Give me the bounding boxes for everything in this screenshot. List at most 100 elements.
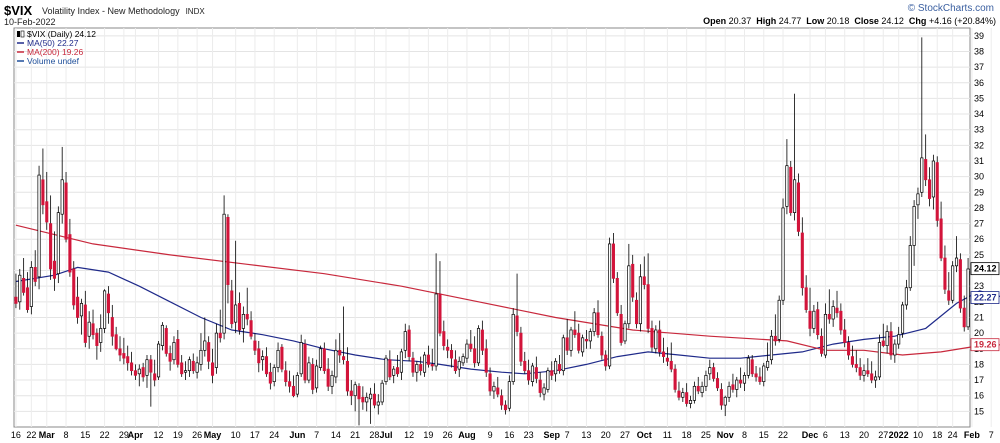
candle-body <box>41 179 45 206</box>
candle-body <box>916 193 920 206</box>
candle-body <box>696 385 700 392</box>
candle-body <box>303 343 307 381</box>
candle-body <box>870 373 874 381</box>
candle-body <box>365 396 369 403</box>
y-tick-label: 28 <box>974 203 984 213</box>
candle-body <box>465 343 469 359</box>
candle-body <box>492 385 496 392</box>
candle-body <box>334 349 338 378</box>
candle-body <box>376 401 380 406</box>
candle-body <box>827 313 831 320</box>
candle-body <box>820 335 824 354</box>
x-tick-label: Jun <box>289 430 305 440</box>
candle-body <box>388 359 392 378</box>
last-value-tag <box>970 338 1000 352</box>
candle-body <box>149 359 153 373</box>
x-tick-label: 28 <box>369 430 379 440</box>
candle-body <box>411 357 415 373</box>
y-tick-label: 27 <box>974 219 984 229</box>
candle-body <box>22 278 26 293</box>
y-tick-label: 34 <box>974 109 984 119</box>
candle-body <box>615 278 619 314</box>
x-tick-label: 21 <box>350 430 360 440</box>
candle-body <box>665 357 669 362</box>
y-tick-label: 38 <box>974 46 984 56</box>
candle-body <box>796 182 801 232</box>
y-tick-label: 31 <box>974 156 984 166</box>
candle-body <box>654 329 658 350</box>
x-tick-label: Aug <box>458 430 476 440</box>
candle-body <box>515 315 519 332</box>
candle-body <box>299 342 303 375</box>
candle-body <box>881 340 885 346</box>
x-tick-label: 8 <box>64 430 69 440</box>
candle-body <box>295 375 299 395</box>
candle-body <box>218 332 222 339</box>
candle-body <box>126 356 130 364</box>
candle-body <box>804 287 808 310</box>
candle-body <box>542 387 546 395</box>
candle-body <box>230 290 234 325</box>
candle-body <box>843 329 847 343</box>
candle-body <box>160 324 164 346</box>
candle-body <box>596 312 600 336</box>
candle-body <box>924 159 928 181</box>
candle-body <box>415 364 419 373</box>
candle-body <box>604 354 608 367</box>
candle-body <box>322 348 326 372</box>
candle-body <box>172 342 176 361</box>
x-tick-label: 19 <box>423 430 433 440</box>
x-tick-label: 10 <box>231 430 241 440</box>
x-tick-label: 14 <box>331 430 341 440</box>
candle-body <box>353 384 357 397</box>
candle-body <box>457 360 461 370</box>
candle-body <box>203 340 207 351</box>
y-tick-label: 33 <box>974 125 984 135</box>
last-value-label: 22.27 <box>974 293 997 303</box>
x-tick-label: 2022 <box>889 430 909 440</box>
x-tick-label: 16 <box>504 430 514 440</box>
candle-body <box>106 293 110 314</box>
candle-body <box>214 332 218 368</box>
candle-body <box>943 257 947 290</box>
x-tick-label: 18 <box>932 430 942 440</box>
candle-body <box>904 287 908 306</box>
candle-body <box>554 360 558 375</box>
y-tick-label: 15 <box>974 406 984 416</box>
candle-body <box>446 346 450 351</box>
candle-body <box>519 332 523 362</box>
candle-icon <box>20 30 25 38</box>
ma-line <box>15 224 1000 356</box>
candle-body <box>195 362 199 373</box>
candle-body <box>700 385 704 393</box>
candle-body <box>349 390 353 397</box>
x-tick-label: 26 <box>443 430 453 440</box>
y-tick-label: 17 <box>974 375 984 385</box>
x-tick-label: 15 <box>80 430 90 440</box>
candle-body <box>199 349 203 365</box>
candle-body <box>642 276 646 285</box>
x-tick-label: 24 <box>948 430 958 440</box>
candle-body <box>800 232 804 289</box>
x-tick-label: 27 <box>620 430 630 440</box>
y-tick-label: 29 <box>974 187 984 197</box>
candle-body <box>76 296 80 318</box>
candle-body <box>835 307 839 314</box>
candle-body <box>619 313 623 343</box>
candle-body <box>234 304 238 323</box>
x-tick-label: 11 <box>663 430 672 440</box>
candle-body <box>476 328 481 364</box>
candle-body <box>249 320 253 337</box>
candle-body <box>931 160 935 198</box>
candle-body <box>315 365 319 389</box>
candle-body <box>484 348 488 373</box>
candle-body <box>631 263 635 298</box>
candle-body <box>766 360 770 368</box>
candle-body <box>257 348 261 364</box>
candle-body <box>496 387 500 395</box>
y-tick-label: 30 <box>974 172 984 182</box>
candle-body <box>627 265 631 325</box>
x-tick-label: 24 <box>269 430 279 440</box>
candle-body <box>29 267 33 307</box>
candle-body <box>392 368 396 376</box>
